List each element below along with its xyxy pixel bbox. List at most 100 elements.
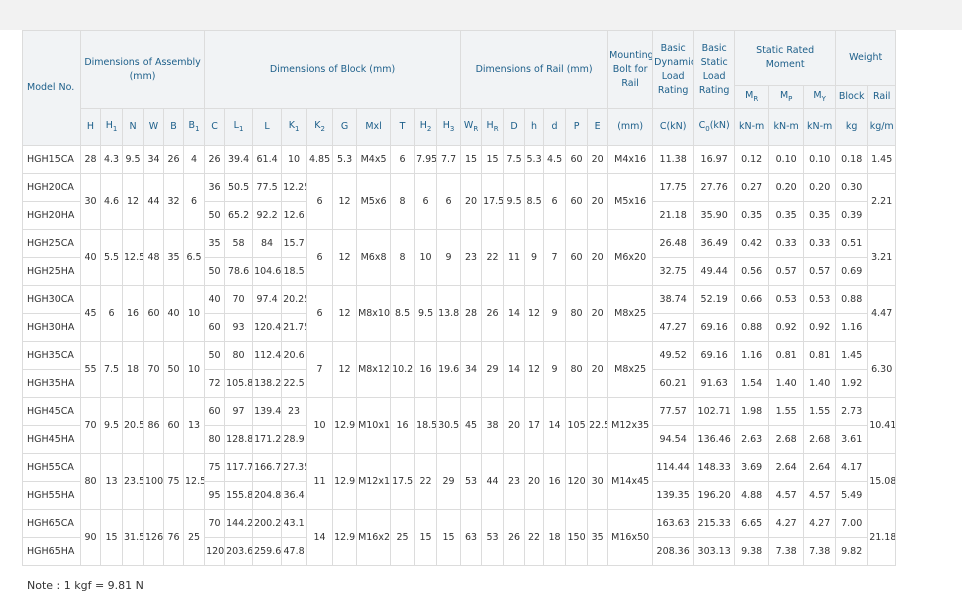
rating-value: 2.68 xyxy=(768,425,805,454)
rating-value: 303.13 xyxy=(693,537,736,566)
bolt-size: M6x20 xyxy=(607,229,654,286)
rating-value: 0.53 xyxy=(803,285,837,314)
rail-value: 26 xyxy=(503,509,526,566)
data-row: HGH30HA6093120.421.7547.2769.160.880.920… xyxy=(22,313,896,342)
data-row: HGH30CA45616604010407097.420.25612M8x108… xyxy=(22,285,897,342)
rail-value: 14 xyxy=(503,341,526,398)
block-value: 95 xyxy=(204,481,226,510)
block-value: 22.5 xyxy=(281,369,308,398)
unit-label: C0(kN) xyxy=(693,108,736,146)
block-value: 10.2 xyxy=(390,341,416,398)
assembly-value: 32 xyxy=(163,173,184,230)
rating-value: 0.18 xyxy=(835,145,869,174)
moment-symbol: MR xyxy=(734,85,770,109)
dimension-symbol: K1 xyxy=(281,108,308,146)
rating-value: 9.38 xyxy=(734,537,770,566)
model-number: HGH35HA xyxy=(22,369,81,398)
dimension-symbol: N xyxy=(122,108,144,146)
rating-value: 35.90 xyxy=(693,201,736,230)
spec-table: Model No. Dimensions of Assembly (mm) Dime… xyxy=(22,30,897,566)
rating-value: 49.52 xyxy=(652,341,695,370)
assembly-value: 4 xyxy=(182,145,206,174)
block-value: 93 xyxy=(224,313,254,342)
assembly-value: 12.5 xyxy=(122,229,144,286)
rating-value: 1.45 xyxy=(835,341,869,370)
rating-value: 0.39 xyxy=(835,201,869,230)
header-bolt: Mounting Bolt for Rail xyxy=(607,30,654,109)
rating-value: 3.61 xyxy=(835,425,869,454)
symbol-base: H xyxy=(442,119,450,131)
dimension-symbol: L xyxy=(252,108,283,146)
symbol-base: H xyxy=(105,119,113,131)
symbol-subscript: R xyxy=(753,94,759,103)
model-number: HGH45HA xyxy=(22,425,81,454)
header-static: Basic Static Load Rating xyxy=(693,30,736,109)
rail-value: 20 xyxy=(587,173,609,230)
rating-value: 0.42 xyxy=(734,229,770,258)
assembly-value: 70 xyxy=(143,341,164,398)
rating-value: 0.35 xyxy=(803,201,837,230)
rating-value: 4.27 xyxy=(803,509,837,538)
block-value: 80 xyxy=(224,341,254,370)
assembly-value: 20.5 xyxy=(122,397,144,454)
block-value: 128.8 xyxy=(224,425,254,454)
rating-value: 94.54 xyxy=(652,425,695,454)
assembly-value: 60 xyxy=(163,397,184,454)
block-value: M4x5 xyxy=(356,145,392,174)
dimension-symbol: C xyxy=(204,108,226,146)
rail-value: 29 xyxy=(481,341,505,398)
dimension-symbol: K2 xyxy=(306,108,334,146)
data-row: HGH20CA304.612443263650.577.512.25612M5x… xyxy=(22,173,897,230)
dimension-symbol: B1 xyxy=(182,108,206,146)
assembly-value: 86 xyxy=(143,397,164,454)
rating-value: 38.74 xyxy=(652,285,695,314)
dimension-symbol: H3 xyxy=(436,108,462,146)
model-number: HGH65CA xyxy=(22,509,81,538)
bolt-size: M12x35 xyxy=(607,397,654,454)
data-row: HGH25HA 50 78.6 104.6 18.5 32.75 49.44 0.56 0.57… xyxy=(22,257,896,286)
model-number: HGH65HA xyxy=(22,537,81,566)
rail-value: 14 xyxy=(543,397,567,454)
block-value: 204.8 xyxy=(252,481,283,510)
symbol-base: M xyxy=(745,89,754,101)
dimension-symbol: HR xyxy=(481,108,505,146)
model-number: HGH25HA xyxy=(22,257,81,286)
block-value: 27.35 xyxy=(281,453,308,482)
block-value: 39.4 xyxy=(224,145,254,174)
symbol-subscript: 3 xyxy=(449,124,455,133)
block-value: 60 xyxy=(204,397,226,426)
assembly-value: 5.5 xyxy=(100,229,123,286)
assembly-value: 40 xyxy=(80,229,101,286)
block-value: 92.2 xyxy=(252,201,283,230)
symbol-base: K xyxy=(288,119,295,131)
rating-value: 2.64 xyxy=(803,453,837,482)
block-value: 18.5 xyxy=(281,257,308,286)
rating-value: 77.57 xyxy=(652,397,695,426)
rail-value: 5.3 xyxy=(524,145,545,174)
rail-value: 20 xyxy=(587,145,609,174)
dimension-symbol: G xyxy=(332,108,358,146)
block-value: M6x8 xyxy=(356,229,392,286)
rail-value: 8.5 xyxy=(524,173,545,230)
data-row: HGH25CA 40 5.5 12.5 48 35 6.5 35 58 84 15.7 6 12 M6x8… xyxy=(22,229,897,286)
rating-value: 21.18 xyxy=(652,201,695,230)
table-header: Model No. Dimensions of Assembly (mm) Dime… xyxy=(22,30,897,146)
dimension-symbol: Mxl xyxy=(356,108,392,146)
rating-value: 0.88 xyxy=(734,313,770,342)
symbol-subscript: 1 xyxy=(195,124,200,133)
assembly-value: 9.5 xyxy=(100,397,123,454)
rating-value: 1.40 xyxy=(768,369,805,398)
rail-value: 9 xyxy=(543,285,567,342)
block-value: 17.5 xyxy=(390,453,416,510)
rating-value: 0.69 xyxy=(835,257,869,286)
rail-value: 150 xyxy=(565,509,589,566)
dimension-symbol: B xyxy=(163,108,184,146)
assembly-value: 75 xyxy=(163,453,184,510)
symbol-base: L xyxy=(233,119,239,131)
rating-value: 52.19 xyxy=(693,285,736,314)
bolt-size: M8x25 xyxy=(607,285,654,342)
dimension-symbol: h xyxy=(524,108,545,146)
assembly-value: 6.5 xyxy=(182,229,206,286)
model-number: HGH55HA xyxy=(22,481,81,510)
symbol-suffix: (kN) xyxy=(709,119,730,131)
